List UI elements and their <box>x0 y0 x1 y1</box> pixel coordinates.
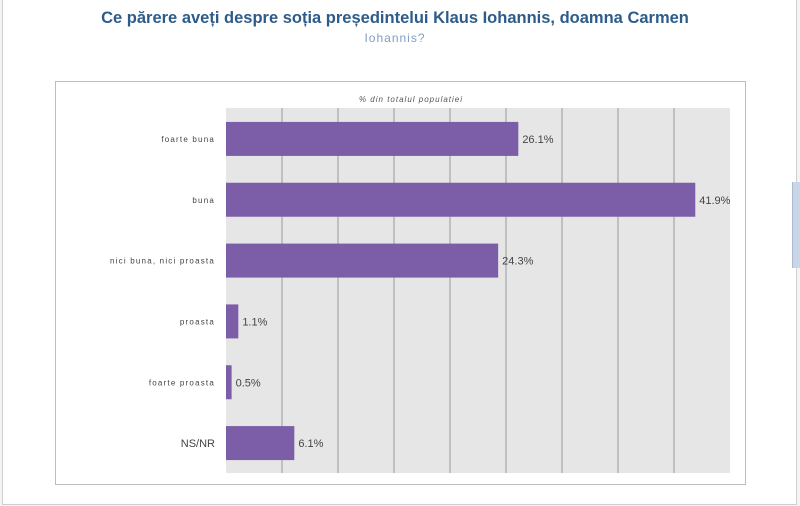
value-label: 0.5% <box>236 377 261 389</box>
value-label: 41.9% <box>699 195 730 207</box>
category-label: buna <box>192 196 215 205</box>
category-label: NS/NR <box>181 438 215 450</box>
value-label: 6.1% <box>298 438 323 450</box>
chart-subtitle: Iohannis? <box>364 31 426 45</box>
value-label: 24.3% <box>502 256 533 268</box>
category-label: proasta <box>180 317 215 326</box>
chart-title: Ce părere aveți despre soția președintel… <box>101 9 689 27</box>
value-label: 26.1% <box>522 134 553 146</box>
category-label: nici buna, nici proasta <box>110 257 215 266</box>
bar <box>226 243 499 278</box>
bar <box>226 365 232 400</box>
bar <box>226 426 295 461</box>
side-scroll-tab[interactable] <box>792 182 800 268</box>
bar <box>226 304 239 339</box>
gridlines <box>281 108 675 473</box>
axis-label: % din totalul populatiei <box>359 95 463 104</box>
plot-area <box>226 108 730 473</box>
value-label: 1.1% <box>242 316 267 328</box>
bar <box>226 182 696 217</box>
bar <box>226 121 519 156</box>
category-label: foarte proasta <box>149 378 215 387</box>
category-label: foarte buna <box>161 135 215 144</box>
bars: foarte buna 26.1% buna 41.9% nici buna, nici… <box>110 121 731 461</box>
